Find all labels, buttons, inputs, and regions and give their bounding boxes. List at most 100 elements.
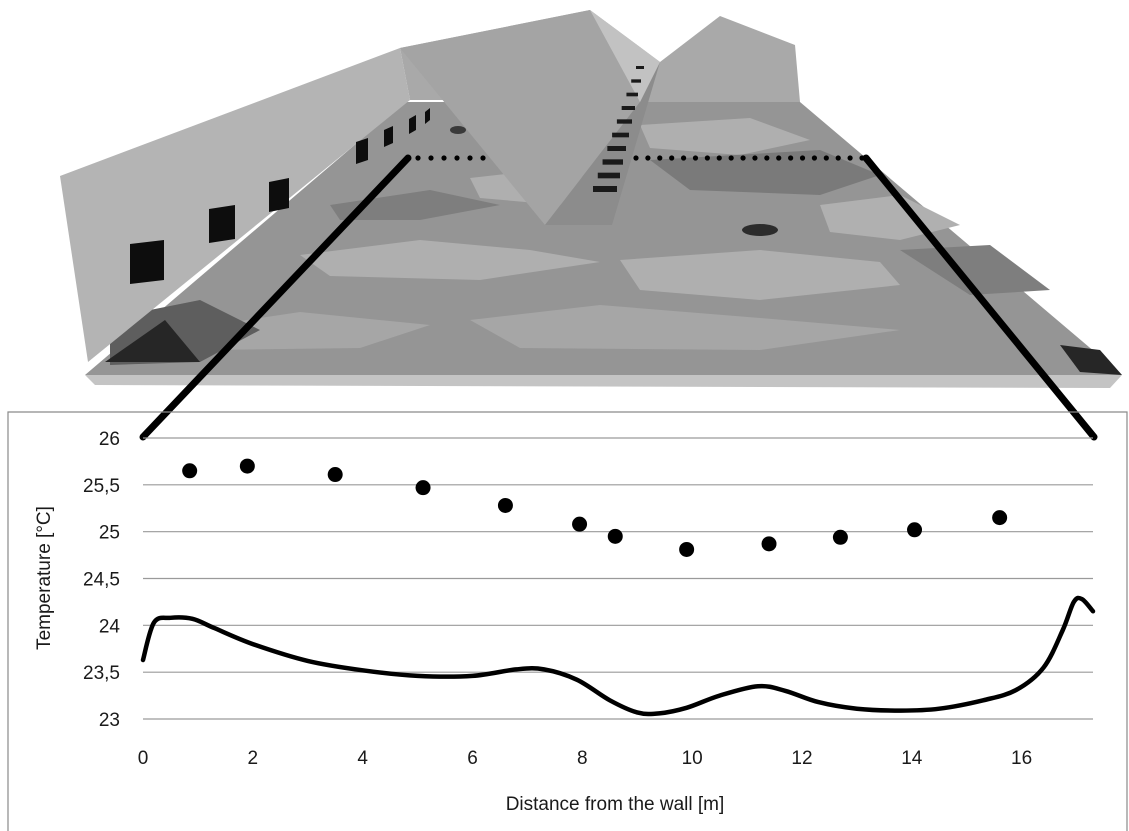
y-axis-title: Temperature [°C] — [34, 506, 55, 650]
series-line — [140, 595, 1096, 717]
measurement-dot — [728, 155, 734, 161]
center-dash — [593, 186, 617, 192]
measurement-dot — [835, 155, 841, 161]
wall-windows — [130, 108, 430, 284]
window — [409, 115, 416, 134]
data-point — [415, 480, 431, 496]
y-axis-ticks: 23 23,5 24 24,5 25 25,5 26 — [83, 429, 120, 731]
window — [130, 240, 164, 284]
measurement-dot — [657, 155, 663, 161]
center-dash — [636, 66, 644, 69]
window — [356, 138, 368, 164]
measurement-dot — [467, 155, 473, 161]
x-tick-label: 2 — [248, 748, 259, 769]
measurement-dot — [680, 155, 687, 161]
measurement-dot — [454, 155, 460, 161]
leader-line-right — [862, 154, 1098, 441]
x-tick-label: 0 — [138, 748, 149, 769]
center-dash — [616, 119, 632, 124]
measurement-dot — [645, 155, 651, 161]
y-tick-label: 24 — [99, 616, 121, 637]
measurement-dot — [669, 155, 675, 161]
leader-line-left — [139, 154, 412, 441]
y-tick-label: 23,5 — [83, 663, 120, 684]
center-dash — [602, 159, 623, 165]
data-point — [572, 516, 588, 532]
measurement-dot — [776, 155, 782, 161]
center-dash — [597, 172, 620, 179]
floor-region-light — [470, 305, 900, 350]
floor-region-light — [620, 250, 900, 300]
center-dash — [607, 146, 626, 151]
x-tick-label: 4 — [357, 748, 368, 769]
x-tick-label: 14 — [901, 748, 923, 769]
window — [384, 126, 393, 147]
measurement-dot — [799, 155, 806, 161]
data-point — [832, 529, 848, 545]
floor-region-dark — [330, 190, 500, 220]
measurement-dot — [441, 155, 447, 161]
center-divider-face — [590, 10, 660, 102]
window — [269, 178, 289, 212]
measurement-dot — [692, 155, 699, 161]
measurement-dot — [415, 155, 421, 161]
floor-region-light — [300, 240, 600, 280]
floor-region-light — [640, 118, 810, 155]
scene-illustration — [60, 10, 1122, 441]
data-point — [679, 541, 695, 557]
measurement-points — [415, 155, 865, 161]
measurement-dot — [847, 155, 853, 161]
measurement-dot — [823, 155, 829, 161]
center-divider-shade — [545, 62, 660, 225]
floor-edge — [85, 375, 1122, 388]
measurement-dot — [704, 155, 710, 161]
measurement-dot — [633, 155, 639, 161]
x-tick-label: 6 — [467, 748, 478, 769]
center-divider-light — [400, 10, 640, 225]
x-tick-label: 8 — [577, 748, 588, 769]
floor-region-dark — [650, 150, 880, 195]
y-tick-label: 24,5 — [83, 570, 120, 591]
measurement-dot — [480, 155, 486, 161]
measurement-dot — [740, 155, 746, 161]
data-point — [761, 536, 777, 552]
floor-region-darkest — [105, 320, 200, 362]
center-dash — [631, 79, 641, 83]
measurement-dot — [764, 155, 770, 161]
y-tick-label: 26 — [99, 429, 120, 450]
floor-spot-dark — [742, 224, 778, 236]
x-tick-label: 12 — [791, 748, 812, 769]
data-point — [239, 458, 255, 474]
gridlines — [143, 437, 1093, 720]
data-point — [182, 463, 198, 479]
data-point — [497, 497, 513, 513]
center-dash — [626, 92, 638, 97]
center-dash — [612, 132, 629, 138]
data-point — [907, 522, 923, 538]
center-line-dashes — [593, 66, 644, 192]
measurement-dot — [428, 155, 434, 161]
y-tick-label: 25 — [99, 523, 120, 544]
chart-frame — [7, 411, 1128, 831]
x-axis-ticks: 0 2 4 6 8 10 12 14 16 — [138, 748, 1032, 769]
floor-spot-dark — [450, 126, 466, 134]
y-tick-label: 23 — [99, 710, 120, 731]
window — [209, 205, 235, 243]
window — [425, 108, 430, 124]
measurement-dot — [752, 155, 758, 161]
center-dash — [621, 106, 635, 110]
data-point — [607, 528, 623, 544]
y-tick-label: 25,5 — [83, 476, 120, 497]
floor-region-darkest — [1060, 345, 1122, 375]
x-tick-label: 16 — [1011, 748, 1032, 769]
data-point — [327, 467, 343, 483]
measurement-dot — [788, 155, 794, 161]
x-axis-title: Distance from the wall [m] — [506, 794, 725, 815]
measurement-dot — [811, 155, 818, 161]
measurement-dot — [716, 155, 722, 161]
x-tick-label: 10 — [682, 748, 703, 769]
floor-region-dark — [900, 245, 1050, 295]
series-points — [182, 458, 1008, 557]
